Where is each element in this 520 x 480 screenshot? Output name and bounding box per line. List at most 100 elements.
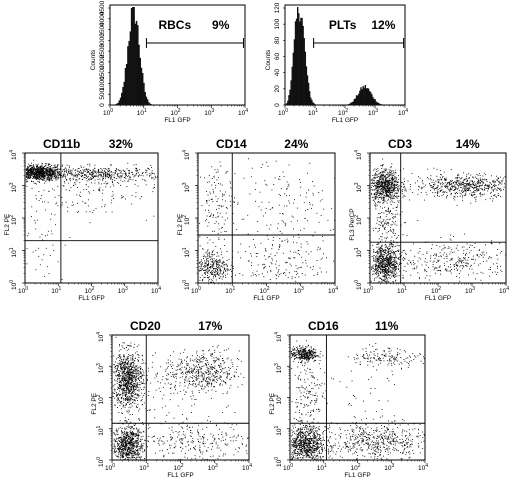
event-dot: [210, 193, 212, 195]
event-dot: [395, 265, 397, 267]
y-tick-exponent: 3: [182, 182, 188, 185]
event-dot: [282, 213, 284, 215]
event-dot: [377, 261, 379, 263]
x-tick-label: 102: [170, 108, 180, 117]
event-dot: [396, 262, 398, 264]
event-dot: [203, 270, 204, 272]
event-dot: [251, 167, 253, 169]
event-dot: [462, 184, 464, 186]
event-dot: [373, 230, 374, 232]
event-dot: [312, 204, 314, 206]
event-dot: [380, 216, 381, 218]
event-dot: [48, 272, 50, 274]
event-dot: [214, 274, 216, 276]
event-dot: [418, 186, 420, 188]
event-dot: [378, 181, 380, 183]
event-dot: [380, 253, 382, 255]
event-dot: [374, 197, 376, 199]
event-dot: [297, 252, 299, 254]
event-dot: [375, 273, 376, 275]
event-dot: [384, 260, 386, 262]
event-dot: [208, 279, 210, 281]
event-dot: [374, 177, 376, 179]
event-dot: [466, 264, 468, 266]
event-dot: [388, 184, 390, 186]
event-dot: [62, 171, 63, 172]
event-dot: [482, 178, 484, 180]
event-dot: [469, 244, 471, 246]
histogram-bar: [353, 98, 356, 105]
event-dot: [45, 163, 47, 165]
event-dot: [445, 179, 447, 181]
event-dot: [464, 257, 466, 259]
event-dot: [388, 196, 390, 197]
event-dot: [481, 181, 483, 183]
event-dot: [208, 199, 210, 201]
event-dot: [393, 186, 395, 188]
event-dot: [199, 266, 201, 268]
event-dot: [396, 250, 398, 251]
event-dot: [381, 271, 383, 273]
event-dot: [43, 172, 45, 174]
event-dot: [268, 266, 270, 268]
event-dot: [27, 235, 29, 237]
event-dot: [478, 264, 479, 266]
event-dot: [371, 185, 373, 186]
event-dot: [389, 184, 391, 186]
event-dot: [46, 172, 48, 174]
event-dot: [390, 173, 392, 175]
event-dot: [27, 177, 29, 179]
event-dot: [387, 252, 389, 254]
event-dot: [28, 176, 30, 178]
event-dot: [48, 172, 50, 174]
event-dot: [90, 178, 92, 180]
event-dot: [128, 173, 130, 175]
event-dot: [375, 251, 377, 253]
event-dot: [438, 181, 440, 183]
event-dot: [382, 226, 384, 228]
event-dot: [489, 198, 491, 200]
event-dot: [403, 256, 404, 258]
event-dot: [390, 204, 392, 206]
event-dot: [391, 198, 393, 200]
x-axis-label: FL1 GFP: [253, 295, 279, 302]
event-dot: [388, 251, 390, 253]
y-tick-label: 2500: [99, 44, 106, 59]
event-dot: [42, 180, 44, 181]
event-dot: [483, 251, 485, 253]
event-dot: [383, 264, 385, 266]
event-dot: [129, 177, 131, 178]
event-dots: [198, 158, 336, 284]
event-dot: [492, 180, 494, 182]
event-dot: [117, 169, 119, 171]
event-dot: [399, 262, 401, 264]
event-dot: [204, 220, 206, 222]
event-dot: [390, 263, 392, 265]
event-dot: [112, 194, 114, 196]
event-dot: [296, 268, 298, 270]
event-dot: [384, 251, 386, 253]
event-dot: [490, 242, 492, 244]
event-dot: [57, 205, 59, 207]
event-dot: [463, 246, 465, 248]
event-dot: [258, 274, 260, 276]
event-dot: [393, 264, 394, 266]
event-dot: [479, 179, 481, 180]
event-dot: [439, 188, 441, 189]
y-tick-label: 100: [274, 18, 281, 29]
event-dot: [393, 274, 395, 276]
event-dot: [256, 256, 258, 257]
event-dot: [498, 188, 500, 189]
event-dot: [287, 186, 289, 188]
event-dot: [488, 188, 489, 190]
event-dot: [502, 177, 504, 179]
event-dot: [132, 179, 134, 181]
event-dot: [223, 267, 225, 269]
event-dot: [46, 171, 48, 173]
panel-title: CD11b: [43, 137, 80, 151]
event-dot: [384, 280, 386, 282]
event-dot: [86, 180, 88, 182]
event-dot: [204, 265, 206, 267]
event-dot: [284, 205, 286, 207]
event-dot: [394, 180, 396, 182]
